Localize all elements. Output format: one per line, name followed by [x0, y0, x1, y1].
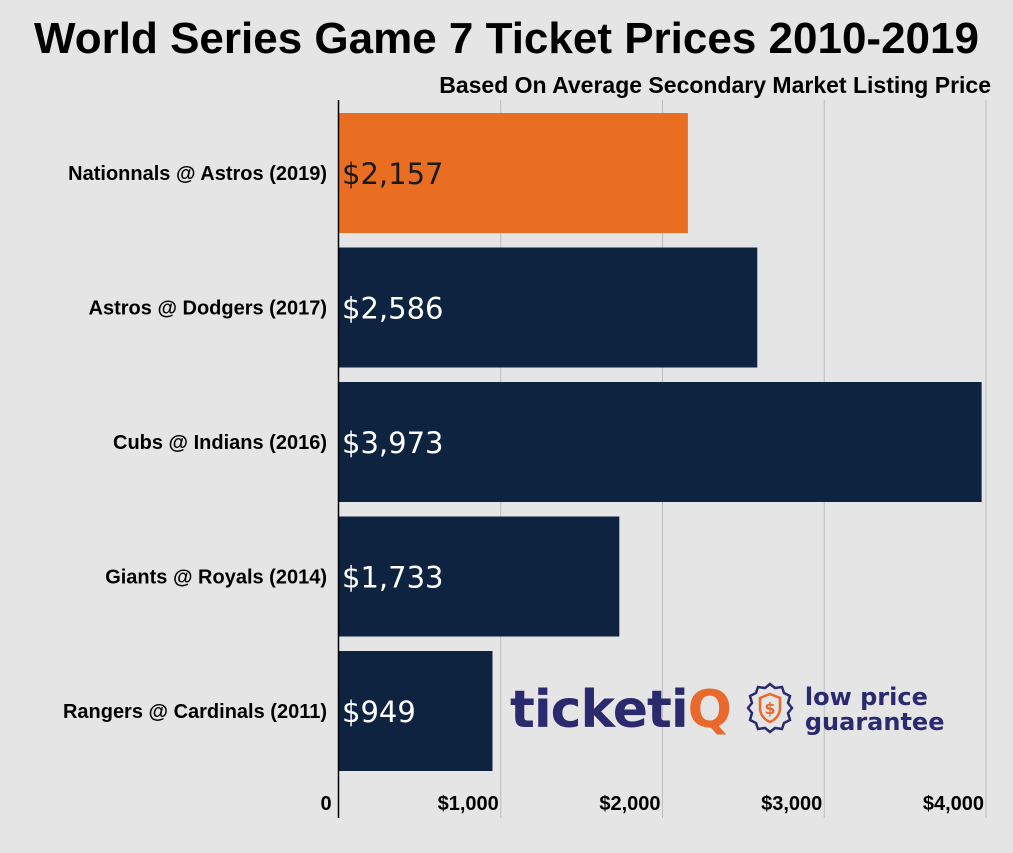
- x-tick-label: $3,000: [761, 793, 822, 815]
- badge-dollar-symbol: $: [764, 699, 775, 718]
- guarantee-text: low price guarantee: [805, 685, 945, 735]
- x-tick-label: $4,000: [923, 793, 984, 815]
- bar: [339, 382, 982, 502]
- ticketiq-logo: ticketiQ $ low price guarantee: [510, 680, 944, 740]
- shield-badge-icon: $: [745, 681, 795, 740]
- brand-main-text: ticketi: [510, 680, 689, 740]
- bar: [339, 113, 688, 233]
- data-label: $2,157: [342, 157, 443, 191]
- bar: [339, 247, 758, 368]
- category-label: Rangers @ Cardinals (2011): [63, 701, 327, 723]
- data-label: $3,973: [342, 426, 443, 460]
- guarantee-line-1: low price: [804, 683, 928, 711]
- bar: [339, 651, 493, 771]
- bar: [339, 516, 620, 637]
- category-label: Giants @ Royals (2014): [105, 567, 327, 589]
- chart-title: World Series Game 7 Ticket Prices 2010-2…: [34, 14, 979, 63]
- guarantee-line-2: guarantee: [804, 708, 945, 736]
- chart-subtitle: Based On Average Secondary Market Listin…: [439, 72, 991, 98]
- x-tick-label: $1,000: [438, 793, 499, 815]
- data-label: $2,586: [342, 292, 443, 326]
- data-label: $949: [342, 695, 416, 729]
- brand-wordmark: ticketiQ: [510, 680, 732, 740]
- category-label: Cubs @ Indians (2016): [113, 432, 327, 454]
- x-tick-label: 0: [320, 793, 331, 815]
- brand-accent-text: Q: [687, 680, 732, 740]
- category-label: Nationnals @ Astros (2019): [68, 163, 327, 185]
- data-label: $1,733: [342, 561, 443, 595]
- category-label: Astros @ Dodgers (2017): [89, 298, 327, 320]
- x-tick-label: $2,000: [599, 793, 660, 815]
